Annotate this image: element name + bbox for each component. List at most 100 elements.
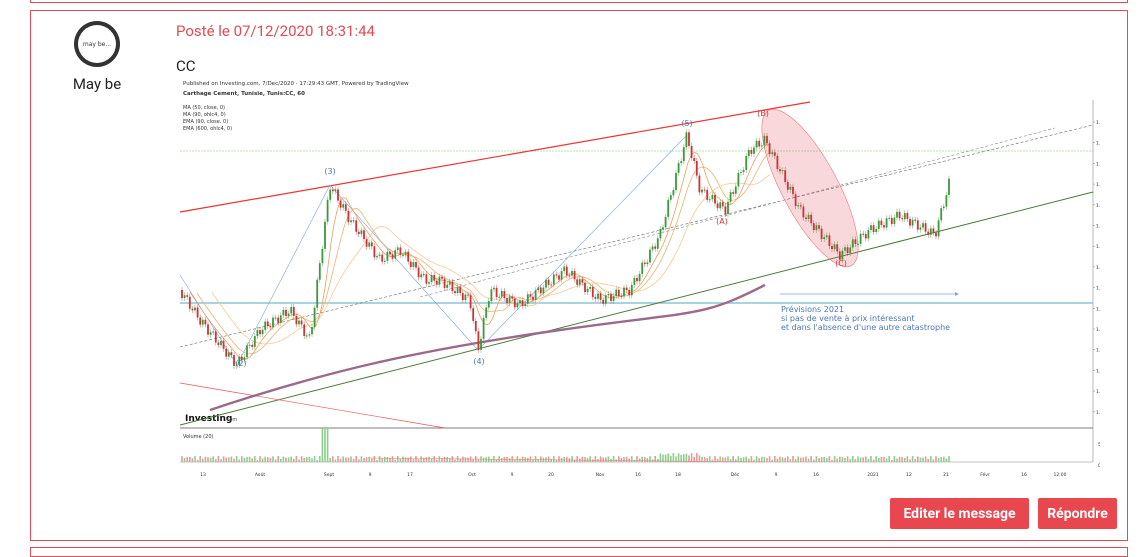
wave-lines [179,134,688,366]
volume-bar [826,458,828,462]
candle [576,279,579,285]
candle [230,352,233,356]
candle [472,308,475,321]
volume-bar [888,456,890,462]
volume-bar [430,458,433,462]
candle [292,306,295,316]
volume-bar [272,456,274,462]
volume-bar [534,456,537,462]
candle [610,293,612,301]
volume-bar [454,459,456,462]
wave-label: (5) [681,119,692,128]
volume-bar [755,456,758,462]
candle [331,189,334,192]
candle [630,284,633,296]
volume-bar [384,456,386,462]
candle [376,256,378,258]
volume-bar [202,458,204,462]
volume-bar [724,457,727,462]
volume-bar [794,459,797,462]
next-post-border [30,547,1128,557]
candle [659,228,662,239]
volume-bar [909,459,911,462]
candle [664,216,667,228]
candle [729,192,732,202]
author[interactable]: May be [72,75,122,93]
candle [758,140,761,147]
candle [207,324,209,335]
candle [846,247,849,254]
volume-bar [631,456,633,462]
candle [261,329,264,335]
moving-average [189,143,770,360]
chart-image[interactable]: Published on Investing.com, 7/Dec/2020 -… [176,76,1100,481]
candle [862,233,865,235]
volume-bar [584,457,586,462]
candle [896,211,898,218]
volume-label: Volume (20) [183,434,213,440]
volume-bar [784,457,786,462]
volume-bar [209,457,212,462]
volume-bar [774,456,776,462]
volume-bar [199,456,201,462]
volume-bar [940,457,942,462]
candle [318,263,321,280]
volume-bar [423,457,425,462]
candle [246,345,248,358]
candle [337,189,339,201]
volume-bar [363,457,365,462]
candle [487,300,490,308]
volume-bar [896,458,898,462]
candle [430,275,433,283]
candle [932,228,935,233]
edit-button[interactable]: Editer le message [890,498,1029,529]
volume-bar [261,458,264,462]
forecast-note: et dans l'absence d'une autre catastroph… [781,323,950,332]
candle [243,357,246,361]
candle [922,223,924,228]
volume-bar [685,453,688,462]
prev-post-border [30,0,1128,3]
volume-bar [290,456,292,462]
volume-bar [508,458,511,462]
candle [571,271,573,276]
volume-bar [714,456,716,462]
long-ma [209,283,766,412]
candle [407,251,410,262]
post-date: Posté le 07/12/2020 18:31:44 [176,22,375,40]
volume-bar [805,456,807,462]
volume-bar [342,456,344,462]
candle [771,152,774,155]
candle [298,320,300,325]
avatar[interactable]: may be... [73,20,121,68]
candle [251,344,254,347]
candle [495,287,498,298]
volume-bar [787,456,789,462]
candle [412,262,415,267]
volume-bar [758,458,760,462]
candle [750,149,753,154]
candle [734,186,737,194]
volume-bar [399,458,402,462]
candle [841,250,844,260]
volume-bar [844,457,846,462]
volume-bar [675,456,677,462]
volume-bar [300,456,303,462]
volume-bar [943,456,945,462]
logo-suffix: .com [225,417,237,423]
volume-bar [321,428,324,462]
candle [815,225,818,231]
candle [615,289,618,297]
candle [672,190,675,196]
volume-bar [813,459,815,462]
candle [524,303,527,307]
candle [539,287,542,294]
volume-bar [295,456,298,462]
volume-bar [558,456,560,462]
volume-bar [854,459,857,462]
volume-bar [872,459,875,462]
volume-bar [280,458,282,462]
candle [386,251,389,261]
candle [662,227,664,229]
reply-button[interactable]: Répondre [1038,498,1117,529]
